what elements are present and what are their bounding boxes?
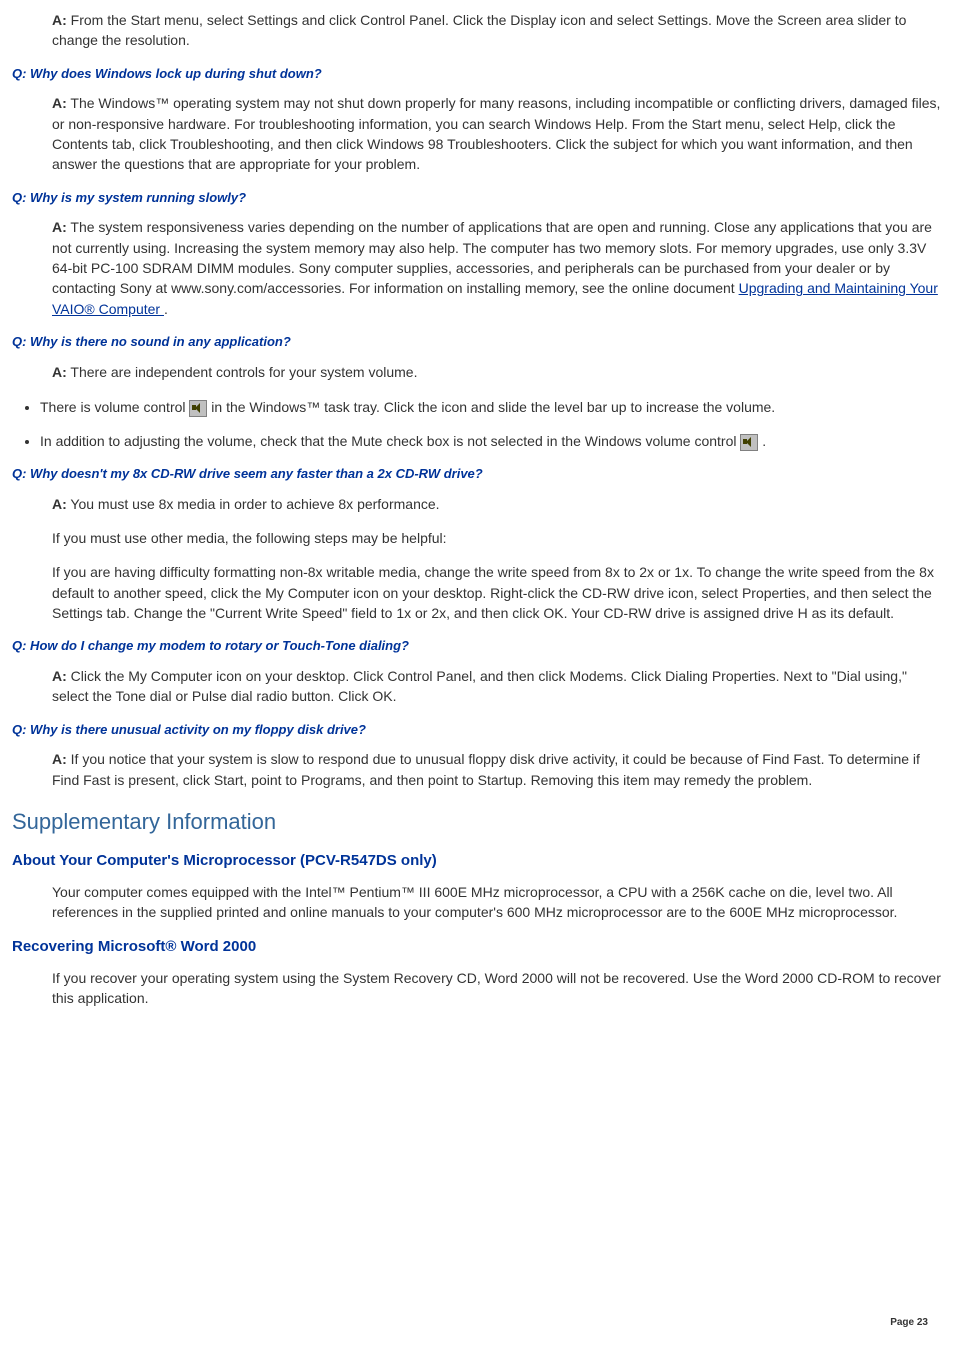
subsection-2-body: If you recover your operating system usi… [52,968,942,1009]
answer-1: A: From the Start menu, select Settings … [52,10,942,51]
question-4: Q: Why is there no sound in any applicat… [12,333,942,352]
question-2: Q: Why does Windows lock up during shut … [12,65,942,84]
question-3: Q: Why is my system running slowly? [12,189,942,208]
bullet-2-pre: In addition to adjusting the volume, che… [40,433,740,449]
question-7: Q: Why is there unusual activity on my f… [12,721,942,740]
answer-4-text: There are independent controls for your … [67,364,418,380]
bullet-2-post: . [758,433,766,449]
answer-label: A: [52,12,67,28]
list-item: There is volume control in the Windows™ … [40,396,942,418]
answer-2: A: The Windows™ operating system may not… [52,93,942,174]
answer-label: A: [52,364,67,380]
answer-3-tail: . [164,301,168,317]
speaker-icon [740,434,758,451]
subsection-1-body: Your computer comes equipped with the In… [52,882,942,923]
answer-2-text: The Windows™ operating system may not sh… [52,95,940,172]
question-6: Q: How do I change my modem to rotary or… [12,637,942,656]
answer-5-p1: A: You must use 8x media in order to ach… [52,494,942,514]
answer-label: A: [52,668,67,684]
answer-6-text: Click the My Computer icon on your deskt… [52,668,907,704]
answer-7-text: If you notice that your system is slow t… [52,751,920,787]
speaker-icon [189,400,207,417]
bullet-1-post: in the Windows™ task tray. Click the ico… [207,399,775,415]
answer-label: A: [52,751,67,767]
answer-5-p3: If you are having difficulty formatting … [52,562,942,623]
sound-bullet-list: There is volume control in the Windows™ … [40,396,942,453]
answer-5-p1-text: You must use 8x media in order to achiev… [67,496,440,512]
question-5: Q: Why doesn't my 8x CD-RW drive seem an… [12,465,942,484]
section-title: Supplementary Information [12,806,942,838]
answer-1-text: From the Start menu, select Settings and… [52,12,906,48]
bullet-1-pre: There is volume control [40,399,189,415]
answer-5-p2: If you must use other media, the followi… [52,528,942,548]
subsection-1-heading: About Your Computer's Microprocessor (PC… [12,850,942,872]
answer-7: A: If you notice that your system is slo… [52,749,942,790]
answer-6: A: Click the My Computer icon on your de… [52,666,942,707]
list-item: In addition to adjusting the volume, che… [40,430,942,452]
page-number: Page 23 [890,1316,928,1331]
document-page: A: From the Start menu, select Settings … [12,10,942,1340]
answer-label: A: [52,95,67,111]
answer-label: A: [52,219,67,235]
answer-label: A: [52,496,67,512]
subsection-2-heading: Recovering Microsoft® Word 2000 [12,936,942,958]
answer-3: A: The system responsiveness varies depe… [52,217,942,318]
answer-4: A: There are independent controls for yo… [52,362,942,382]
